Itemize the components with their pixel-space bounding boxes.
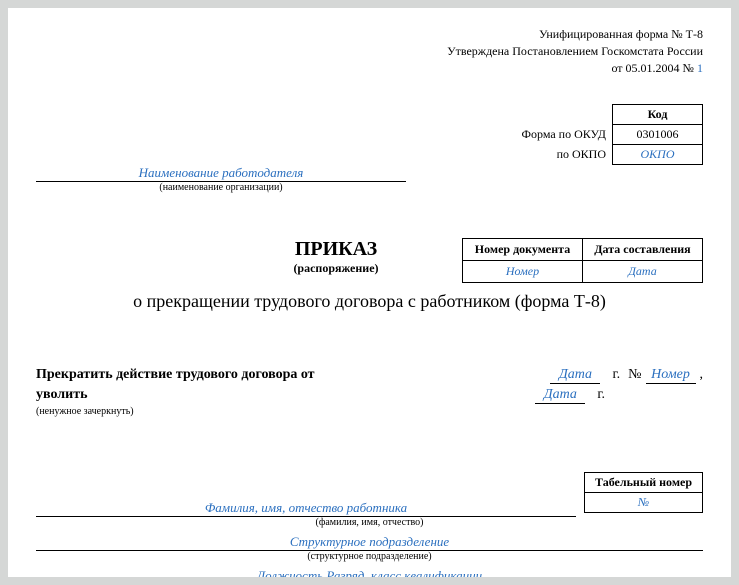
org-line: Наименование работодателя (наименование … xyxy=(36,165,703,193)
position-field[interactable]: Должность Разряд, класс квалификации xyxy=(257,568,482,577)
dismiss-date-field[interactable]: Дата xyxy=(535,387,585,404)
code-block: Код Форма по ОКУД 0301006 по ОКПО ОКПО Н… xyxy=(36,104,703,193)
header-line-3: от 05.01.2004 № 1 xyxy=(36,60,703,77)
title-big: ПРИКАЗ xyxy=(236,238,436,261)
docnum-col1: Номер документа xyxy=(463,239,583,261)
org-name-field[interactable]: Наименование работодателя xyxy=(139,165,304,180)
code-table: Код Форма по ОКУД 0301006 по ОКПО ОКПО xyxy=(512,104,703,165)
docnum-col2: Дата составления xyxy=(583,239,703,261)
okpo-value[interactable]: ОКПО xyxy=(613,145,703,165)
main-title: о прекращении трудового договора с работ… xyxy=(36,291,703,312)
docnum-val1[interactable]: Номер xyxy=(463,261,583,283)
title-area: ПРИКАЗ (распоряжение) xyxy=(236,238,436,276)
tabnum-value[interactable]: № xyxy=(584,493,702,513)
dept-field[interactable]: Структурное подразделение xyxy=(290,534,449,550)
tabnum-header: Табельный номер xyxy=(584,473,702,493)
tab-num-table: Табельный номер № xyxy=(584,472,703,513)
document-page: Унифицированная форма № Т-8 Утверждена П… xyxy=(8,8,731,577)
fio-caption: (фамилия, имя, отчество) xyxy=(36,517,703,528)
okud-label: Форма по ОКУД xyxy=(512,125,613,145)
doc-number-block: Номер документа Дата составления Номер Д… xyxy=(36,238,703,283)
terminate-line2: уволить xyxy=(36,387,87,403)
docnum-val2[interactable]: Дата xyxy=(583,261,703,283)
contract-date-field[interactable]: Дата xyxy=(550,367,600,384)
form-header: Унифицированная форма № Т-8 Утверждена П… xyxy=(36,26,703,76)
title-small: (распоряжение) xyxy=(236,261,436,276)
contract-num-field[interactable]: Номер xyxy=(646,367,696,384)
fio-field[interactable]: Фамилия, имя, отчество работника xyxy=(205,500,407,516)
strike-note: (ненужное зачеркнуть) xyxy=(36,406,703,417)
terminate-block: Прекратить действие трудового договора о… xyxy=(36,367,703,417)
okpo-label: по ОКПО xyxy=(512,145,613,165)
header-line-1: Унифицированная форма № Т-8 xyxy=(36,26,703,43)
terminate-line1: Прекратить действие трудового договора о… xyxy=(36,367,315,383)
code-header: Код xyxy=(613,105,703,125)
doc-number-table: Номер документа Дата составления Номер Д… xyxy=(462,238,703,283)
decree-number-link[interactable]: 1 xyxy=(697,61,703,75)
person-block: Фамилия, имя, отчество работника Табельн… xyxy=(36,472,703,577)
dept-caption: (структурное подразделение) xyxy=(36,551,703,562)
org-caption: (наименование организации) xyxy=(36,182,406,193)
okud-value: 0301006 xyxy=(613,125,703,145)
header-line-2: Утверждена Постановлением Госкомстата Ро… xyxy=(36,43,703,60)
